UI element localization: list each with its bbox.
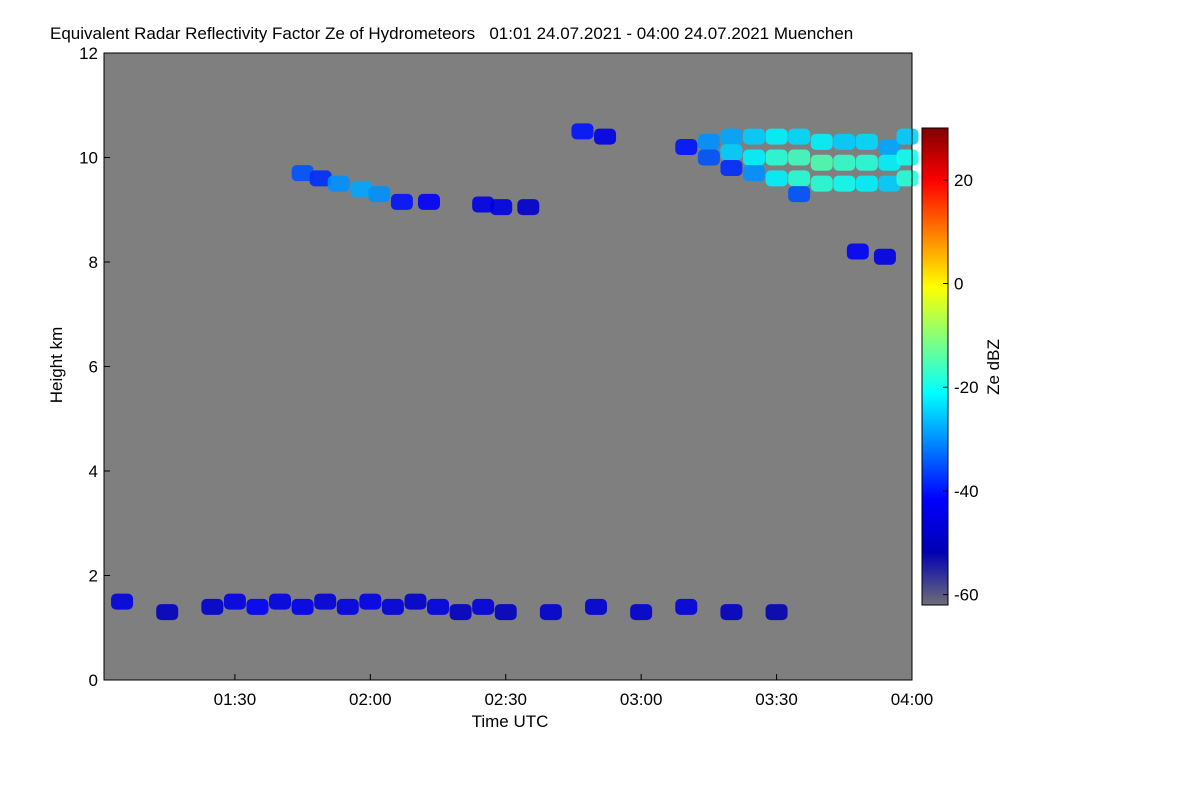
cell <box>788 149 811 166</box>
cell <box>291 598 314 615</box>
cell <box>873 248 896 265</box>
cell <box>855 154 878 171</box>
cell <box>720 128 743 145</box>
y-tick-label: 2 <box>89 567 98 586</box>
x-tick-label: 01:30 <box>214 690 257 709</box>
cell <box>350 180 373 197</box>
cell <box>472 598 495 615</box>
cell <box>855 175 878 192</box>
x-tick-label: 04:00 <box>891 690 934 709</box>
colorbar-tick-label: -60 <box>954 586 979 605</box>
cell <box>675 139 698 156</box>
cell <box>720 604 743 621</box>
colorbar <box>921 127 949 606</box>
cell <box>788 186 811 203</box>
cell <box>810 175 833 192</box>
cell <box>571 123 594 140</box>
cell <box>846 243 869 260</box>
cell <box>878 175 901 192</box>
colorbar-tick-label: -40 <box>954 482 979 501</box>
cell <box>855 133 878 150</box>
cell <box>111 593 134 610</box>
x-tick-label: 03:00 <box>620 690 663 709</box>
cell <box>788 128 811 145</box>
cell <box>743 128 766 145</box>
cell <box>336 598 359 615</box>
cell <box>675 598 698 615</box>
cell <box>517 199 540 216</box>
cell <box>269 593 292 610</box>
cell <box>697 149 720 166</box>
cell <box>765 170 788 187</box>
cell <box>810 133 833 150</box>
x-tick-label: 03:30 <box>755 690 798 709</box>
cell <box>201 598 224 615</box>
cell <box>896 128 919 145</box>
colorbar-tick-label: 20 <box>954 171 973 190</box>
cell <box>223 593 246 610</box>
y-tick-label: 8 <box>89 253 98 272</box>
cell <box>359 593 382 610</box>
cell <box>743 165 766 182</box>
cell <box>449 604 472 621</box>
cell <box>743 149 766 166</box>
cell <box>765 128 788 145</box>
cell <box>490 199 513 216</box>
cell <box>720 144 743 161</box>
cell <box>404 593 427 610</box>
x-tick-label: 02:30 <box>484 690 527 709</box>
cell <box>156 604 179 621</box>
cell <box>390 193 413 210</box>
cell <box>630 604 653 621</box>
cell <box>427 598 450 615</box>
cell <box>314 593 337 610</box>
cell <box>765 149 788 166</box>
y-tick-label: 0 <box>89 671 98 690</box>
cell <box>291 165 314 182</box>
cell <box>810 154 833 171</box>
cell <box>896 149 919 166</box>
cell <box>720 159 743 176</box>
cell <box>539 604 562 621</box>
y-tick-label: 10 <box>79 149 98 168</box>
cell <box>585 598 608 615</box>
chart-title: Equivalent Radar Reflectivity Factor Ze … <box>50 24 853 43</box>
cell <box>472 196 495 213</box>
plot-background <box>104 53 912 680</box>
y-axis-label: Height km <box>47 327 66 404</box>
colorbar-tick-label: -20 <box>954 378 979 397</box>
cell <box>494 604 517 621</box>
cell <box>697 133 720 150</box>
y-tick-label: 12 <box>79 44 98 63</box>
cell <box>381 598 404 615</box>
cell <box>878 154 901 171</box>
cell <box>833 154 856 171</box>
cell <box>327 175 350 192</box>
cell <box>878 139 901 156</box>
x-axis-label: Time UTC <box>472 712 549 731</box>
cell <box>246 598 269 615</box>
cell <box>309 170 332 187</box>
cell <box>594 128 617 145</box>
colorbar-tick-label: 0 <box>954 275 963 294</box>
y-tick-label: 4 <box>89 462 98 481</box>
x-tick-label: 02:00 <box>349 690 392 709</box>
cell <box>765 604 788 621</box>
cell <box>896 170 919 187</box>
cell <box>418 193 441 210</box>
cell <box>833 175 856 192</box>
cell <box>368 186 391 203</box>
colorbar-label: Ze dBZ <box>984 339 1003 395</box>
cell <box>788 170 811 187</box>
y-tick-label: 6 <box>89 358 98 377</box>
cell <box>833 133 856 150</box>
